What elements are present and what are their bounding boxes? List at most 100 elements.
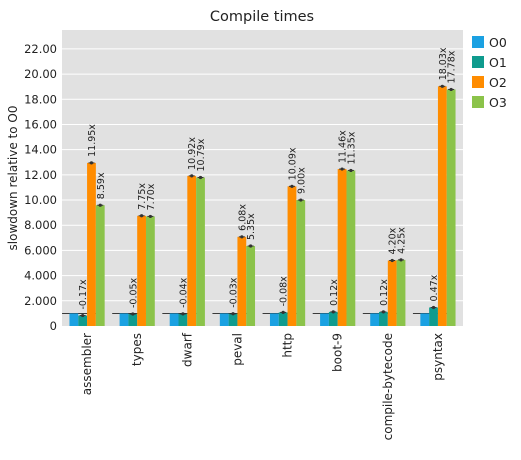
bar-o2 bbox=[287, 186, 297, 326]
bar-o1 bbox=[429, 307, 438, 326]
mean-dot bbox=[198, 175, 203, 180]
data-label: 11.35x bbox=[346, 131, 357, 164]
bar-o1 bbox=[228, 313, 238, 326]
mean-dot bbox=[139, 214, 144, 218]
legend-label: O1 bbox=[489, 55, 507, 70]
x-tick-label: boot-9 bbox=[331, 333, 345, 372]
mean-dot bbox=[431, 305, 436, 310]
y-tick-label: 10.00 bbox=[24, 193, 57, 207]
data-label: 11.46x bbox=[338, 130, 349, 163]
mean-dot bbox=[148, 214, 152, 219]
data-label: -0.08x bbox=[279, 276, 290, 307]
y-tick-label: 0 bbox=[50, 319, 57, 333]
bar-o2 bbox=[87, 162, 96, 326]
mean-dot bbox=[399, 258, 403, 262]
legend-swatch-o3 bbox=[472, 96, 484, 108]
bar-o0 bbox=[219, 313, 229, 326]
mean-dot bbox=[290, 184, 294, 188]
data-label: 9.00x bbox=[296, 167, 307, 194]
data-label: 4.20x bbox=[388, 227, 399, 254]
mean-dot bbox=[349, 168, 353, 173]
legend-swatch-o0 bbox=[472, 36, 484, 48]
bar-o1 bbox=[379, 311, 388, 326]
mean-dot bbox=[440, 84, 444, 88]
bar-o0 bbox=[420, 313, 430, 326]
data-label: 11.95x bbox=[87, 124, 98, 157]
gridlines bbox=[62, 48, 463, 302]
data-label: 18.03x bbox=[438, 47, 449, 80]
data-label: 10.79x bbox=[196, 138, 207, 171]
x-tick-label: compile-bytecode bbox=[381, 333, 395, 440]
mean-dot bbox=[98, 203, 102, 207]
bar-o0 bbox=[169, 313, 179, 326]
bar-o0 bbox=[119, 313, 129, 326]
y-tick-label: 12.00 bbox=[24, 168, 57, 182]
bar-o0 bbox=[320, 313, 329, 326]
x-tick-label: psyntax bbox=[431, 333, 445, 381]
bar-o1 bbox=[78, 315, 88, 326]
bar-o3 bbox=[246, 246, 256, 326]
y-tick-label: 16.00 bbox=[24, 117, 57, 131]
bar-o3 bbox=[145, 216, 155, 326]
data-label: 4.25x bbox=[397, 227, 408, 254]
data-label: 6.08x bbox=[237, 204, 248, 231]
bar-o3 bbox=[95, 205, 105, 326]
bar-o0 bbox=[269, 313, 279, 326]
x-tick-label: dwarf bbox=[180, 332, 194, 367]
y-axis-ticks: 0 2.000 4.000 6.000 8.000 10.00 12.00 14.00 16.0… bbox=[24, 42, 57, 333]
mean-dot bbox=[89, 161, 94, 165]
x-tick-label: assembler bbox=[80, 333, 94, 395]
mean-dot bbox=[281, 310, 285, 314]
chart-title: Compile times bbox=[210, 9, 314, 25]
bar-o2 bbox=[187, 175, 197, 326]
bar-o1 bbox=[178, 313, 188, 326]
data-label: 10.92x bbox=[187, 137, 198, 170]
bar-o1 bbox=[278, 312, 288, 326]
data-label: 7.75x bbox=[137, 183, 148, 210]
bar-o3 bbox=[296, 200, 306, 326]
data-label: 5.35x bbox=[246, 213, 257, 240]
mean-dot bbox=[240, 235, 244, 239]
y-tick-label: 20.00 bbox=[24, 67, 57, 81]
y-axis-label: slowdown relative to O0 bbox=[6, 106, 20, 251]
mean-dot bbox=[449, 87, 453, 92]
x-tick-label: types bbox=[130, 333, 144, 366]
mean-dot bbox=[81, 313, 85, 318]
x-tick-label: http bbox=[281, 333, 295, 358]
data-label: 0.12x bbox=[379, 279, 390, 306]
data-label: -0.05x bbox=[128, 277, 139, 308]
mean-dot bbox=[231, 312, 235, 316]
data-label: -0.04x bbox=[178, 277, 189, 308]
data-label: 8.59x bbox=[96, 172, 107, 199]
y-tick-label: 8.000 bbox=[24, 218, 57, 232]
data-label: 7.70x bbox=[146, 183, 157, 210]
y-tick-label: 2.000 bbox=[24, 294, 57, 308]
legend-swatch-o1 bbox=[472, 56, 484, 68]
mean-dot bbox=[331, 310, 335, 314]
data-label: -0.03x bbox=[229, 277, 240, 308]
bar-o1 bbox=[328, 311, 338, 326]
data-label: 17.78x bbox=[447, 50, 458, 83]
bar-o1 bbox=[128, 314, 138, 326]
y-tick-label: 18.00 bbox=[24, 92, 57, 106]
x-tick-label: peval bbox=[230, 333, 244, 366]
legend-swatch-o2 bbox=[472, 76, 484, 88]
data-label: -0.17x bbox=[78, 279, 89, 310]
bar-o3 bbox=[346, 170, 356, 326]
mean-dot bbox=[181, 312, 185, 316]
y-tick-label: 4.000 bbox=[24, 269, 57, 283]
bar-o2 bbox=[437, 86, 447, 326]
y-tick-label: 6.000 bbox=[24, 243, 57, 257]
data-label: 10.09x bbox=[287, 147, 298, 180]
bar-o0 bbox=[370, 313, 380, 326]
mean-dot bbox=[190, 174, 194, 178]
bar-o0 bbox=[69, 313, 79, 326]
bar-o2 bbox=[337, 169, 347, 326]
bar-o3 bbox=[396, 259, 406, 326]
data-label: 0.47x bbox=[429, 274, 440, 301]
legend-label: O2 bbox=[489, 75, 507, 90]
mean-dot bbox=[390, 258, 394, 263]
mean-dot bbox=[381, 310, 386, 314]
